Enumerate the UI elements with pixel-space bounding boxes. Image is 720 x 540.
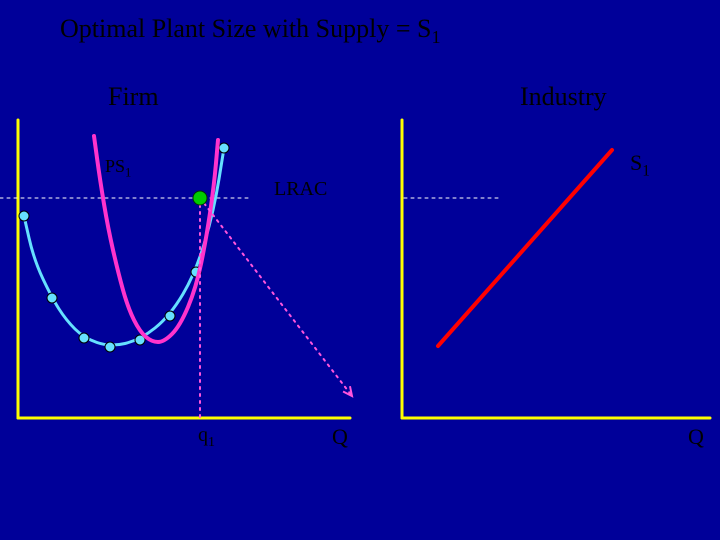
industry-supply-line xyxy=(438,150,612,346)
q-axis-label-industry: Q xyxy=(688,424,704,450)
diagram-svg xyxy=(0,0,720,540)
lrac-marker xyxy=(47,293,57,303)
q1-label: q1 xyxy=(198,424,215,451)
s1-label: S1 xyxy=(630,150,650,180)
slide-title: Optimal Plant Size with Supply = S1 xyxy=(60,14,441,48)
lrac-marker xyxy=(105,342,115,352)
q-axis-label-firm: Q xyxy=(332,424,348,450)
industry-label: Industry xyxy=(520,82,607,112)
equilibrium-point xyxy=(193,191,207,205)
lrac-marker xyxy=(19,211,29,221)
lrac-marker xyxy=(219,143,229,153)
mapping-arrow xyxy=(200,198,352,396)
lrac-marker xyxy=(79,333,89,343)
ps1-label: PS1 xyxy=(105,156,131,181)
firm-label: Firm xyxy=(108,82,159,112)
lrac-marker xyxy=(165,311,175,321)
lrac-label: LRAC xyxy=(274,178,327,201)
